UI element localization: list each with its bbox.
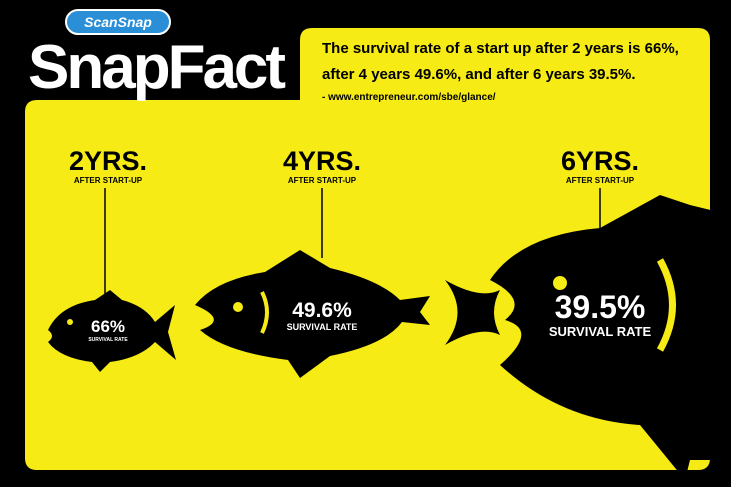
fish-gill (260, 291, 269, 334)
rate: 66% (91, 317, 125, 336)
caption: AFTER START-UP (74, 176, 143, 185)
title: SnapFact (28, 33, 285, 102)
caption: AFTER START-UP (288, 176, 357, 185)
fish-tail (445, 280, 500, 345)
summary-line: The survival rate of a start up after 2 … (322, 40, 679, 57)
logo-badge (65, 9, 171, 35)
fish-small (48, 290, 176, 372)
rate: 39.5% (555, 289, 646, 325)
rate-label: SURVIVAL RATE (88, 337, 128, 343)
rate-label: SURVIVAL RATE (287, 322, 358, 332)
fish-large (490, 195, 731, 480)
fish-gill (656, 258, 676, 352)
period: 6YRS. (561, 146, 639, 176)
fish-eye (233, 302, 243, 312)
period: 2YRS. (69, 146, 147, 176)
logo-text: ScanSnap (84, 14, 152, 30)
rate-label: SURVIVAL RATE (549, 324, 652, 339)
summary-line: after 4 years 49.6%, and after 6 years 3… (322, 66, 636, 83)
caption: AFTER START-UP (566, 176, 635, 185)
fish-eye (67, 319, 73, 325)
fish-medium (195, 250, 430, 378)
source: - www.entrepreneur.com/sbe/glance/ (322, 92, 496, 103)
rate: 49.6% (292, 299, 352, 322)
period: 4YRS. (283, 146, 361, 176)
fish-eye (553, 276, 567, 290)
